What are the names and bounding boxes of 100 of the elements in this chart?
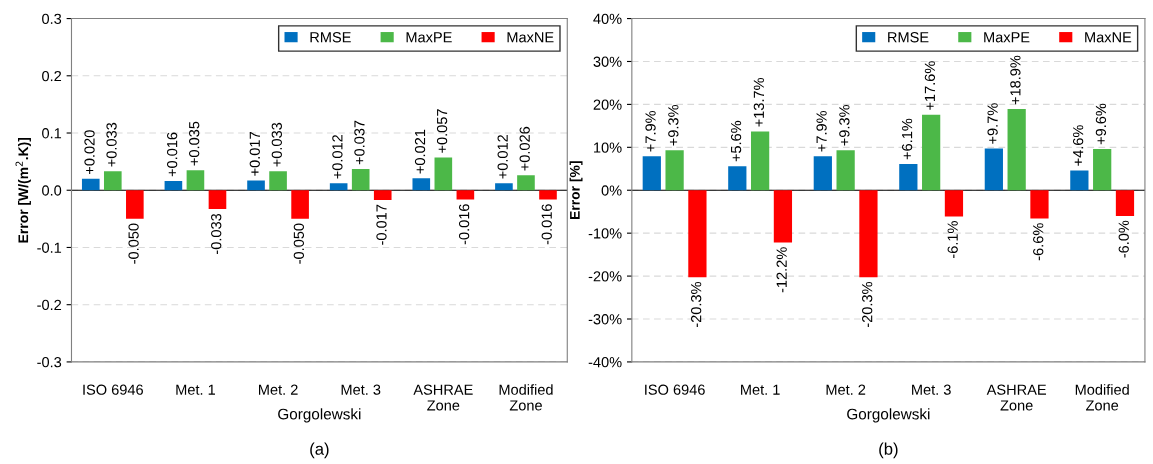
data-label: +9.3% [668,104,679,146]
bar [517,175,535,191]
bar [944,190,964,217]
data-label: +0.033 [271,122,282,167]
x-tick-label: Modified Zone [499,384,553,411]
text: (a) [310,442,329,459]
bar [859,190,878,278]
data-label: +18.9% [1010,55,1021,105]
y-tick-label: 40% [593,13,622,24]
x-tick-label: Met. 3 [341,384,381,395]
bar [81,178,100,191]
y-tick-label: 0.0 [42,185,62,196]
data-label: +0.020 [84,130,95,174]
data-label: +0.026 [519,126,530,171]
y-tick-label: 10% [594,142,622,153]
data-label: +9.7% [987,103,998,144]
y-tick-label: -0.1 [37,242,62,253]
data-label: +7.9% [816,110,827,152]
data-label: +0.035 [189,121,200,166]
data-label: -20.3% [862,282,873,328]
data-label: -6.1% [947,221,958,258]
bar [351,169,370,191]
data-label: -0.033 [211,213,222,254]
y-tick-label: -40% [588,357,622,368]
bar [899,164,918,191]
data-label: -12.2% [776,247,787,293]
data-label: -0.016 [541,204,552,245]
data-label: -0.016 [458,204,470,245]
data-label: +0.037 [354,120,365,165]
bar [1070,170,1089,191]
data-label: +0.057 [436,109,448,153]
legend-label: MaxPE [984,32,1030,43]
y-tick-label: -20% [588,271,622,282]
bar [495,183,513,191]
x-tick-label: ISO 6946 [83,384,143,395]
x-tick-label: Met. 1 [741,384,780,395]
data-label: +0.033 [106,122,117,167]
x-tick-label: Met. 2 [259,384,298,395]
data-label: +13.7% [753,77,765,127]
y-tick-label: -0.2 [37,299,62,311]
y-tick-label: -10% [588,228,622,239]
data-label: +7.9% [645,110,656,152]
legend-label: MaxNE [1085,32,1132,43]
y-axis-title: Error [W/(m$^{2}$.K)] [15,137,31,243]
bar [773,190,793,243]
bar [373,190,392,200]
x-tick-label: Met. 1 [176,384,215,395]
data-label: +0.017 [249,132,260,176]
legend-label: RMSE [888,32,929,43]
text: (b) [879,442,898,459]
legend-label: MaxNE [507,32,554,43]
bar [688,190,707,278]
data-label: +9.6% [1095,103,1107,145]
data-label: -6.6% [1033,223,1044,261]
bar [186,170,205,191]
bar [539,190,557,200]
y-tick-label: 30% [593,56,622,67]
text: Gorgolewski [278,408,361,423]
bar [456,190,475,200]
bar [813,156,832,191]
bar [1093,149,1112,191]
x-tick-label: ASHRAE Zone [986,384,1047,411]
data-label: -6.0% [1118,220,1129,258]
x-tick-label: Met. 3 [912,384,951,395]
data-label: +4.6% [1072,125,1084,166]
x-tick-label: ISO 6946 [645,384,705,395]
y-tick-label: 20% [593,99,622,110]
bar [665,150,684,191]
bar [836,150,855,191]
data-label: +0.012 [497,134,508,179]
y-tick-label: -0.3 [37,357,62,368]
bar [1007,109,1026,191]
bar [329,183,348,191]
y-tick-label: 0.1 [42,128,62,139]
y-tick-label: 0% [601,185,622,196]
y-tick-label: -30% [588,314,622,325]
text: Gorgolewski [847,408,930,423]
x-tick-label: ASHRAE Zone [413,384,473,411]
bar [434,157,453,191]
y-tick-label: 0.2 [42,70,62,82]
data-label: -0.050 [293,223,305,264]
bar [984,148,1003,191]
x-tick-label: Met. 2 [826,384,866,395]
data-label: +5.6% [730,120,742,162]
bar [922,114,941,191]
bar [1115,190,1135,216]
bar [291,190,309,219]
bar [208,190,227,210]
bar [103,171,122,191]
data-label: +0.021 [414,129,426,174]
bar [728,166,747,191]
y-tick-label: 0.3 [42,13,62,24]
data-label: +0.016 [166,132,178,177]
data-label: +9.3% [839,104,850,146]
bar [269,171,287,191]
data-label: -0.017 [376,204,387,245]
legend-label: MaxPE [406,32,452,43]
x-tick-label: Modified Zone [1075,384,1129,411]
y-axis-title: Error [%] [569,161,583,220]
data-label: -20.3% [690,282,702,328]
